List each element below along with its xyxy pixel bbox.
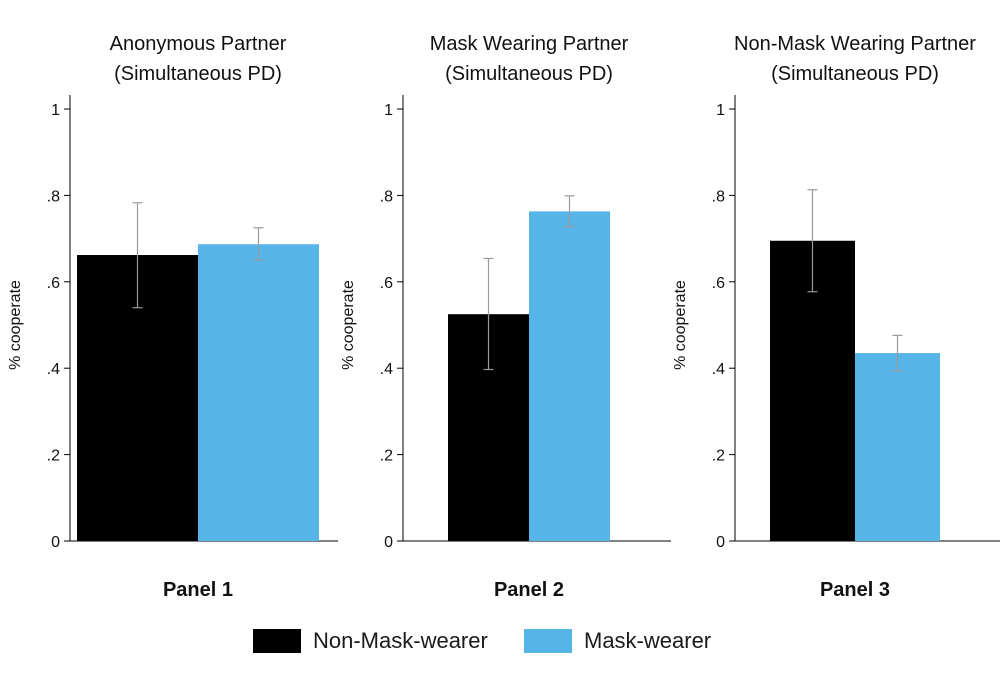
y-tick-label: .4 (712, 361, 725, 378)
panel-title-line1: Mask Wearing Partner (430, 33, 629, 55)
y-tick-label: .6 (47, 275, 60, 292)
legend: Non-Mask-wearer Mask-wearer (0, 626, 1000, 656)
panel-title-line1: Anonymous Partner (110, 33, 287, 55)
legend-swatch-non-mask (253, 629, 301, 653)
panel-label: Panel 2 (494, 579, 564, 601)
bar-mask (529, 211, 610, 541)
y-tick-label: 1 (716, 102, 725, 119)
y-axis-label: % cooperate (7, 280, 24, 370)
y-axis-label: % cooperate (340, 280, 357, 370)
panel-3: Non-Mask Wearing Partner (Simultaneous PD… (672, 33, 1000, 601)
panel-2: Mask Wearing Partner (Simultaneous PD) 0 .2… (340, 33, 671, 601)
panel-title-line2: (Simultaneous PD) (114, 63, 282, 85)
y-tick-label: .8 (712, 188, 725, 205)
y-tick-label: .4 (380, 361, 393, 378)
y-tick-label: .8 (47, 188, 60, 205)
y-tick-label: 1 (384, 102, 393, 119)
panel-1: Anonymous Partner (Simultaneous PD) 0 .2 .4.… (7, 33, 338, 601)
y-axis-label: % cooperate (672, 280, 689, 370)
bar-mask (198, 244, 319, 541)
y-tick-label: .2 (380, 448, 393, 465)
legend-label-non-mask: Non-Mask-wearer (313, 628, 488, 653)
panel-title-line1: Non-Mask Wearing Partner (734, 33, 976, 55)
legend-item-non-mask: Non-Mask-wearer (253, 626, 488, 656)
panel-label: Panel 1 (163, 579, 233, 601)
panel-title-line2: (Simultaneous PD) (445, 63, 613, 85)
y-tick-label: .2 (712, 448, 725, 465)
y-tick-label: 0 (716, 534, 725, 551)
y-tick-label: 1 (51, 102, 60, 119)
y-tick-label: .2 (47, 448, 60, 465)
legend-swatch-mask (524, 629, 572, 653)
y-tick-label: 0 (384, 534, 393, 551)
bar-mask (855, 353, 940, 541)
legend-label-mask: Mask-wearer (584, 628, 712, 653)
y-tick-label: .8 (380, 188, 393, 205)
panel-title-line2: (Simultaneous PD) (771, 63, 939, 85)
panel-label: Panel 3 (820, 579, 890, 601)
y-tick-label: .4 (47, 361, 60, 378)
y-tick-label: .6 (712, 275, 725, 292)
y-tick-label: 0 (51, 534, 60, 551)
y-tick-label: .6 (380, 275, 393, 292)
legend-item-mask: Mask-wearer (524, 626, 711, 656)
